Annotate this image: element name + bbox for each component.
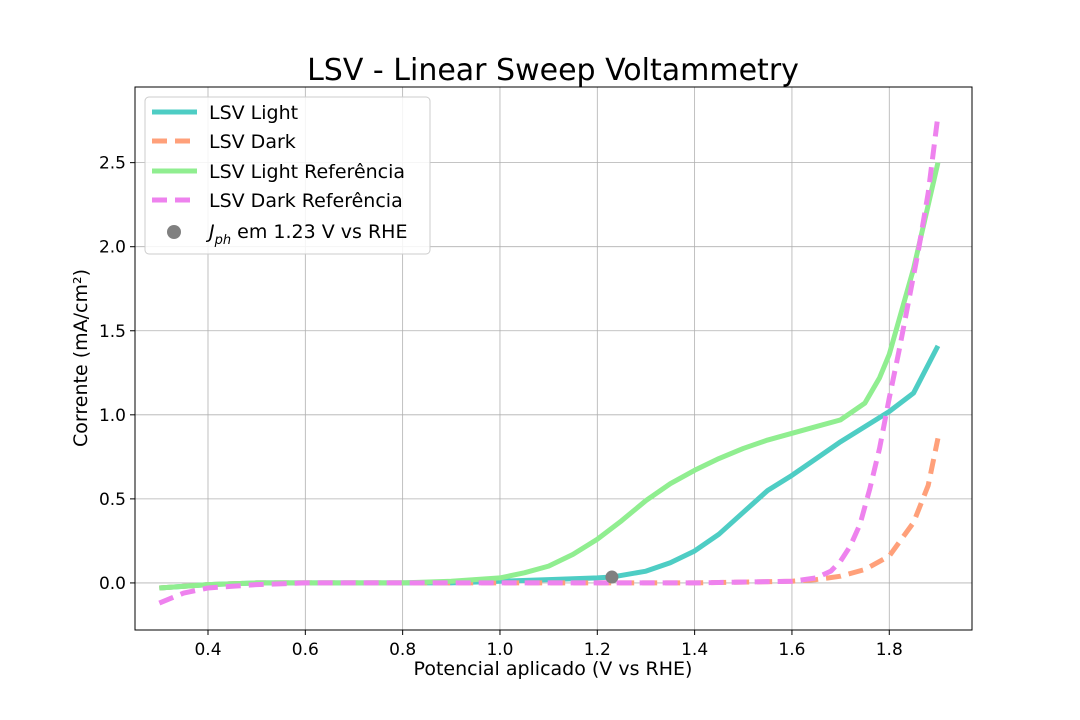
legend: LSV Light LSV Dark LSV Light Referência … — [144, 96, 431, 255]
legend-label-dark-ref: LSV Dark Referência — [209, 190, 403, 212]
x-tick-label: 1.2 — [584, 640, 611, 660]
legend-label-jph: Jph em 1.23 V vs RHE — [205, 221, 407, 248]
x-tick-label: 0.8 — [389, 640, 416, 660]
series-layer — [158, 115, 941, 606]
legend-box — [144, 96, 431, 255]
legend-label-light: LSV Light — [209, 102, 298, 124]
y-tick-label: 0.5 — [99, 490, 126, 510]
x-axis-label: Potencial aplicado (V vs RHE) — [414, 658, 693, 680]
x-tick-label: 0.4 — [194, 640, 221, 660]
series-lsv-dark-ref — [158, 115, 941, 606]
marker-layer — [605, 570, 619, 584]
y-ticks: 0.0 0.5 1.0 1.5 2.0 2.5 — [99, 154, 135, 594]
x-ticks: 0.4 0.6 0.8 1.0 1.2 1.4 1.6 1.8 — [194, 630, 903, 660]
plot-frame — [134, 86, 973, 631]
y-tick-label: 2.0 — [99, 238, 126, 258]
legend-label-jph-main: J — [205, 221, 215, 243]
x-tick-label: 1.6 — [778, 640, 805, 660]
x-tick-label: 0.6 — [292, 640, 319, 660]
y-axis-label: Corrente (mA/cm²) — [70, 269, 92, 447]
series-lsv-light — [159, 344, 941, 591]
legend-marker-jph — [167, 225, 181, 239]
x-tick-label: 1.0 — [486, 640, 513, 660]
legend-label-jph-rest: em 1.23 V vs RHE — [231, 221, 407, 243]
chart-title: LSV - Linear Sweep Voltammetry — [307, 53, 799, 88]
legend-label-dark: LSV Dark — [209, 131, 296, 153]
y-tick-label: 2.5 — [99, 154, 126, 174]
legend-label-light-ref: LSV Light Referência — [209, 161, 405, 183]
jph-marker-point — [605, 570, 619, 584]
y-tick-label: 1.0 — [99, 406, 126, 426]
y-tick-label: 0.0 — [99, 574, 126, 594]
grid-lines — [135, 87, 972, 630]
legend-label-jph-sub: ph — [214, 233, 232, 248]
y-tick-label: 1.5 — [99, 322, 126, 342]
x-tick-label: 1.4 — [681, 640, 708, 660]
x-tick-label: 1.8 — [876, 640, 903, 660]
